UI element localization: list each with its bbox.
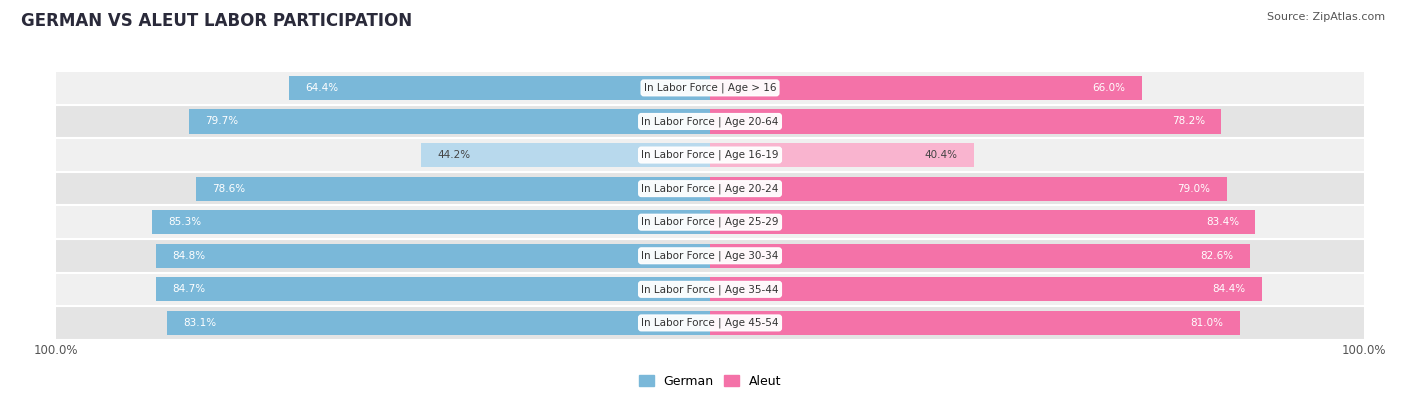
Bar <box>710 311 1240 335</box>
Bar <box>152 210 710 234</box>
Text: 83.4%: 83.4% <box>1206 217 1239 227</box>
Legend: German, Aleut: German, Aleut <box>634 370 786 393</box>
Bar <box>710 76 1142 100</box>
Text: In Labor Force | Age > 16: In Labor Force | Age > 16 <box>644 83 776 93</box>
Text: 81.0%: 81.0% <box>1191 318 1223 328</box>
Bar <box>710 277 1261 301</box>
Bar <box>710 109 1222 134</box>
Text: 84.4%: 84.4% <box>1212 284 1246 294</box>
Text: 44.2%: 44.2% <box>437 150 471 160</box>
Bar <box>56 306 1364 340</box>
Text: In Labor Force | Age 35-44: In Labor Force | Age 35-44 <box>641 284 779 295</box>
Text: In Labor Force | Age 30-34: In Labor Force | Age 30-34 <box>641 250 779 261</box>
Text: 79.0%: 79.0% <box>1177 184 1211 194</box>
Text: 40.4%: 40.4% <box>925 150 957 160</box>
Bar <box>56 239 1364 273</box>
Text: 79.7%: 79.7% <box>205 117 239 126</box>
Bar <box>56 172 1364 205</box>
Bar <box>710 244 1250 268</box>
Bar <box>156 277 710 301</box>
Text: 83.1%: 83.1% <box>183 318 217 328</box>
Bar <box>56 71 1364 105</box>
Bar <box>290 76 710 100</box>
Bar <box>188 109 710 134</box>
Text: In Labor Force | Age 45-54: In Labor Force | Age 45-54 <box>641 318 779 328</box>
Bar <box>56 105 1364 138</box>
Bar <box>56 205 1364 239</box>
Bar <box>197 177 710 201</box>
Text: 78.6%: 78.6% <box>212 184 246 194</box>
Text: 64.4%: 64.4% <box>305 83 339 93</box>
Text: In Labor Force | Age 16-19: In Labor Force | Age 16-19 <box>641 150 779 160</box>
Text: 84.8%: 84.8% <box>172 251 205 261</box>
Text: In Labor Force | Age 20-64: In Labor Force | Age 20-64 <box>641 116 779 127</box>
Bar <box>710 143 974 167</box>
Bar <box>167 311 710 335</box>
Text: In Labor Force | Age 25-29: In Labor Force | Age 25-29 <box>641 217 779 228</box>
Text: 85.3%: 85.3% <box>169 217 202 227</box>
Bar <box>710 177 1226 201</box>
Bar <box>420 143 710 167</box>
Bar <box>56 138 1364 172</box>
Bar <box>710 210 1256 234</box>
Text: 66.0%: 66.0% <box>1092 83 1125 93</box>
Text: In Labor Force | Age 20-24: In Labor Force | Age 20-24 <box>641 183 779 194</box>
Text: 78.2%: 78.2% <box>1171 117 1205 126</box>
Text: 84.7%: 84.7% <box>173 284 205 294</box>
Bar <box>156 244 710 268</box>
Bar <box>56 273 1364 306</box>
Text: GERMAN VS ALEUT LABOR PARTICIPATION: GERMAN VS ALEUT LABOR PARTICIPATION <box>21 12 412 30</box>
Text: 82.6%: 82.6% <box>1201 251 1233 261</box>
Text: Source: ZipAtlas.com: Source: ZipAtlas.com <box>1267 12 1385 22</box>
